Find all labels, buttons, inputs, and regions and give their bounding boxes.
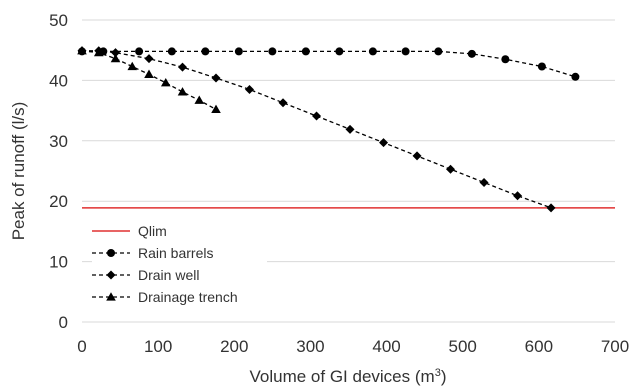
point-rain-barrels-6: [268, 47, 277, 56]
point-rain-barrels-15: [571, 72, 580, 81]
series-layer: [77, 46, 580, 213]
legend-marker-drain-well: [106, 270, 116, 280]
point-drain-well-13: [479, 177, 489, 187]
point-drain-well-5: [211, 73, 221, 83]
point-drain-well-12: [446, 164, 456, 174]
point-drain-well-10: [379, 138, 389, 148]
series-rain-barrels: [78, 47, 580, 81]
series-line-drain-well: [82, 50, 552, 209]
point-drain-well-7: [278, 98, 288, 108]
point-drain-well-14: [513, 191, 523, 201]
legend-item-drain-well: Drain well: [92, 267, 199, 283]
x-tick-labels: 0 100 200 300 400 500 600 700: [77, 337, 629, 356]
x-axis-title: Volume of GI devices (m3): [250, 367, 447, 386]
point-rain-barrels-5: [234, 47, 243, 56]
grid-lines: [82, 19, 615, 263]
point-drainage-trench-8: [211, 104, 221, 113]
point-drain-well-15: [546, 203, 556, 213]
y-tick-30: 30: [49, 132, 68, 151]
legend: Qlim Rain barrels Drain well Drainage trenc…: [92, 222, 267, 312]
x-tick-0: 0: [77, 337, 86, 356]
legend-label-drainage-trench: Drainage trench: [138, 289, 238, 305]
y-tick-0: 0: [59, 313, 68, 332]
point-drainage-trench-2: [110, 53, 121, 63]
point-drain-well-9: [345, 124, 355, 134]
legend-label-rain-barrels: Rain barrels: [138, 245, 213, 261]
x-axis-title-main: Volume of GI devices (m: [250, 367, 435, 386]
point-drainage-trench-3: [127, 61, 138, 71]
y-tick-20: 20: [49, 192, 68, 211]
point-rain-barrels-4: [201, 47, 210, 56]
point-drain-well-11: [412, 151, 422, 161]
y-tick-40: 40: [49, 71, 68, 90]
point-drainage-trench-6: [177, 87, 188, 96]
point-drainage-trench-0: [77, 46, 87, 55]
point-rain-barrels-3: [167, 47, 176, 56]
point-rain-barrels-11: [434, 47, 443, 56]
legend-label-qlim: Qlim: [138, 223, 167, 239]
point-drainage-trench-4: [144, 69, 154, 78]
point-drain-well-8: [312, 111, 322, 121]
point-drainage-trench-5: [160, 78, 171, 87]
legend-marker-rain-barrels: [107, 249, 115, 257]
y-axis-title: Peak of runoff (l/s): [9, 102, 28, 241]
point-drain-well-3: [144, 54, 154, 64]
point-rain-barrels-10: [401, 47, 410, 56]
point-rain-barrels-12: [467, 49, 476, 58]
y-tick-50: 50: [49, 11, 68, 30]
point-rain-barrels-13: [501, 55, 510, 64]
x-axis-title-sup: 3: [435, 367, 441, 379]
x-tick-400: 400: [372, 337, 400, 356]
x-tick-500: 500: [449, 337, 477, 356]
x-tick-600: 600: [525, 337, 553, 356]
point-rain-barrels-2: [135, 47, 144, 56]
legend-marker-drainage-trench: [106, 292, 116, 301]
x-tick-700: 700: [601, 337, 629, 356]
x-tick-200: 200: [220, 337, 248, 356]
point-drainage-trench-7: [194, 95, 205, 104]
series-drainage-trench: [77, 46, 221, 113]
x-tick-300: 300: [296, 337, 324, 356]
legend-item-drainage-trench: Drainage trench: [92, 289, 238, 305]
legend-item-rain-barrels: Rain barrels: [92, 245, 213, 261]
x-axis-title-close: ): [441, 367, 447, 386]
point-rain-barrels-7: [301, 47, 310, 56]
point-drain-well-2: [111, 48, 121, 58]
point-rain-barrels-8: [335, 47, 344, 56]
legend-item-qlim: Qlim: [92, 223, 167, 239]
point-drain-well-4: [178, 62, 188, 72]
point-drain-well-6: [245, 84, 255, 94]
series-line-rain-barrels: [82, 50, 576, 78]
x-tick-100: 100: [144, 337, 172, 356]
point-rain-barrels-9: [368, 47, 377, 56]
legend-label-drain-well: Drain well: [138, 267, 199, 283]
y-tick-10: 10: [49, 253, 68, 272]
point-rain-barrels-14: [537, 62, 546, 71]
y-tick-labels: 0 10 20 30 40 50: [49, 11, 68, 332]
point-drainage-trench-1: [93, 47, 104, 57]
